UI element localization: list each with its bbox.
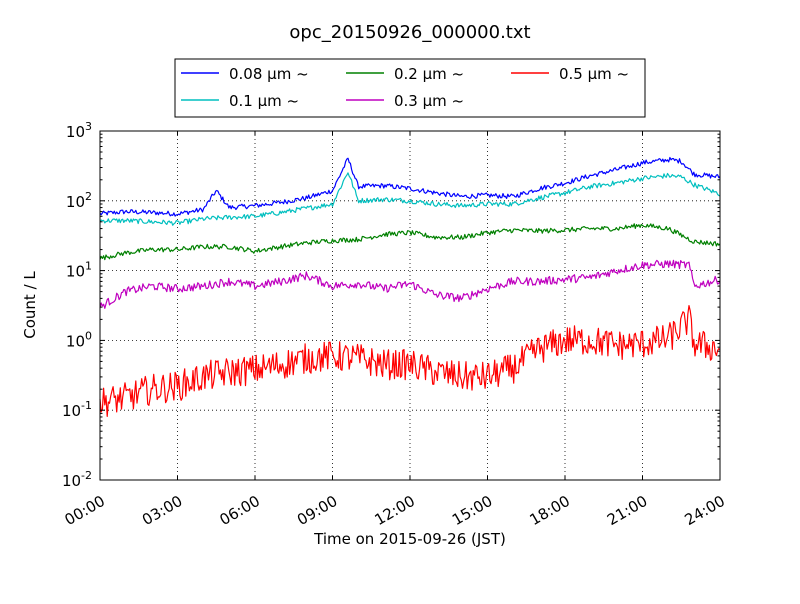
series-line (99, 156, 721, 217)
y-tick-label: 10-1 (62, 399, 92, 420)
series-line (99, 305, 721, 417)
y-tick-label: 100 (66, 329, 92, 350)
series-line (99, 259, 721, 309)
plot-area (100, 131, 720, 480)
legend-label: 0.5 μm ~ (559, 65, 629, 83)
series-line (99, 172, 721, 226)
legend: 0.08 μm ~ 0.1 μm ~ 0.2 μm ~ 0.3 μm ~ 0.5 μm … (174, 58, 646, 118)
series-lines (99, 156, 721, 417)
series-line (99, 223, 721, 261)
legend-label: 0.2 μm ~ (394, 65, 464, 83)
y-tick-label: 10-2 (62, 469, 92, 490)
y-tick-label: 101 (66, 260, 92, 281)
x-axis-label: Time on 2015-09-26 (JST) (313, 530, 506, 548)
legend-label: 0.1 μm ~ (229, 92, 299, 110)
y-axis-label: Count / L (21, 271, 39, 339)
chart-title: opc_20150926_000000.txt (289, 22, 530, 43)
y-tick-label: 102 (66, 190, 92, 211)
legend-label: 0.3 μm ~ (394, 92, 464, 110)
legend-label: 0.08 μm ~ (229, 65, 309, 83)
grid (100, 131, 720, 480)
y-tick-label: 103 (66, 120, 92, 141)
legend-box (174, 58, 646, 118)
